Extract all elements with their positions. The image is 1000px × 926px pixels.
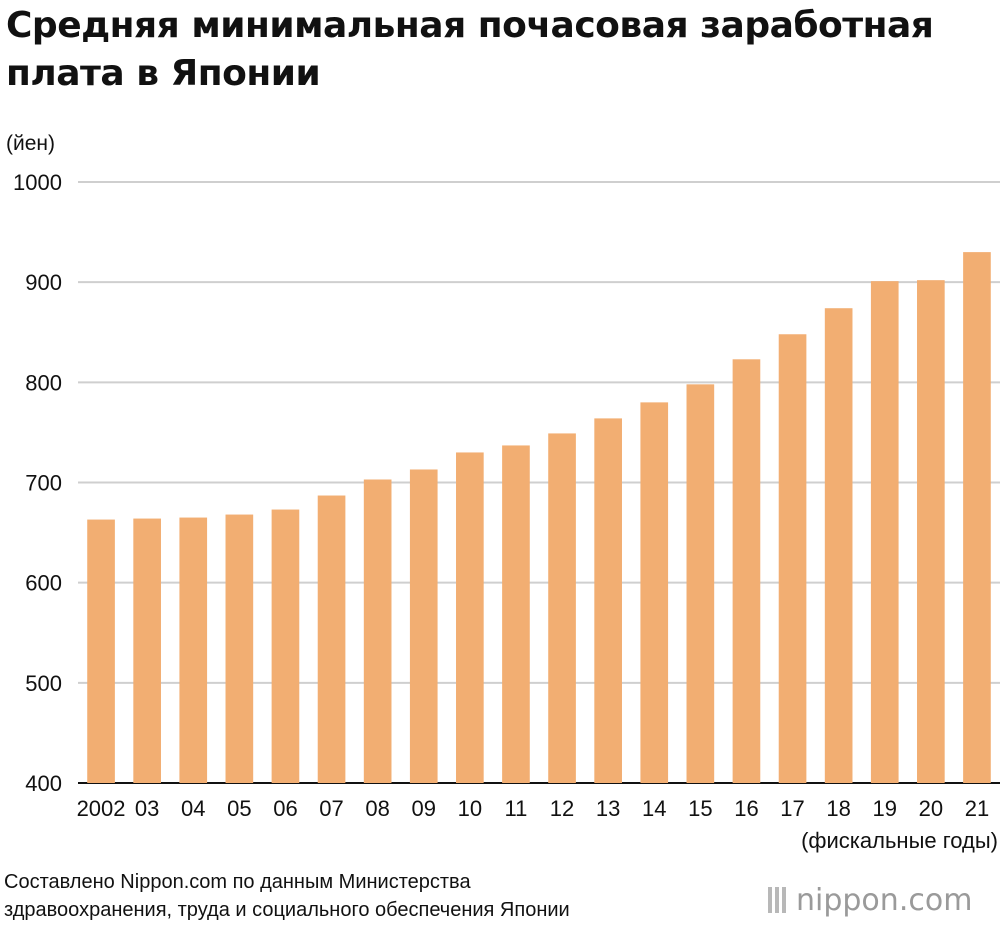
x-tick-label: 07	[319, 796, 343, 821]
x-tick-label: 17	[780, 796, 804, 821]
chart-title: Средняя минимальная почасовая заработная…	[6, 5, 934, 94]
y-tick-label: 900	[25, 270, 62, 295]
x-tick-label: 18	[826, 796, 850, 821]
brand-wordmark: nippon.com	[796, 882, 973, 918]
bar-11	[502, 445, 530, 783]
bar-13	[594, 418, 622, 783]
bar-21	[963, 252, 991, 783]
y-tick-label: 500	[25, 671, 62, 696]
source-line-1: Составлено Nippon.com по данным Министер…	[4, 871, 471, 893]
bar-09	[409, 469, 438, 783]
source-note: Составлено Nippon.com по данным Министер…	[4, 868, 570, 924]
x-tick-label: 10	[458, 796, 482, 821]
x-tick-label: 2002	[77, 796, 126, 821]
brand-logo: nippon.com	[768, 880, 972, 920]
x-axis-label: (фискальные годы)	[801, 828, 998, 853]
x-tick-label: 03	[135, 796, 159, 821]
bar-chart: (йен) 400 500 600 700 800 900 1000 2002 03 04 05 0…	[6, 132, 1000, 853]
x-tick-label: 04	[181, 796, 205, 821]
bar-2002	[87, 519, 115, 783]
logo-mark-icon	[768, 887, 786, 913]
y-tick-label: 600	[25, 571, 62, 596]
bar-19	[870, 281, 899, 783]
x-tick-label: 21	[965, 796, 989, 821]
y-tick-label: 800	[25, 370, 62, 395]
bar-04	[179, 517, 208, 783]
x-tick-label: 13	[596, 796, 620, 821]
y-tick-label: 1000	[13, 170, 62, 195]
source-line-2: здравоохранения, труда и социального обе…	[4, 899, 570, 921]
bar-08	[363, 479, 392, 783]
x-tick-label: 16	[734, 796, 758, 821]
x-tick-label: 20	[919, 796, 943, 821]
x-tick-label: 15	[688, 796, 712, 821]
bar-14	[640, 402, 669, 783]
y-tick-label: 400	[25, 771, 62, 796]
x-tick-label: 12	[550, 796, 574, 821]
x-tick-label: 11	[505, 796, 528, 821]
bar-15	[686, 384, 715, 783]
bar-20	[917, 280, 945, 783]
bar-17	[778, 334, 807, 783]
x-tick-label: 14	[642, 796, 666, 821]
bar-18	[824, 308, 853, 783]
bar-05	[225, 514, 254, 783]
bar-10	[456, 452, 484, 783]
bar-12	[548, 433, 576, 783]
x-tick-label: 06	[273, 796, 297, 821]
x-tick-label: 09	[412, 796, 436, 821]
y-tick-label: 700	[25, 471, 62, 496]
bar-03	[133, 518, 161, 783]
bar-06	[271, 509, 300, 783]
y-axis-label: (йен)	[6, 132, 55, 155]
bar-16	[732, 359, 761, 783]
x-tick-label: 05	[227, 796, 251, 821]
bar-07	[317, 495, 346, 783]
x-tick-label: 19	[873, 796, 897, 821]
x-tick-label: 08	[365, 796, 389, 821]
